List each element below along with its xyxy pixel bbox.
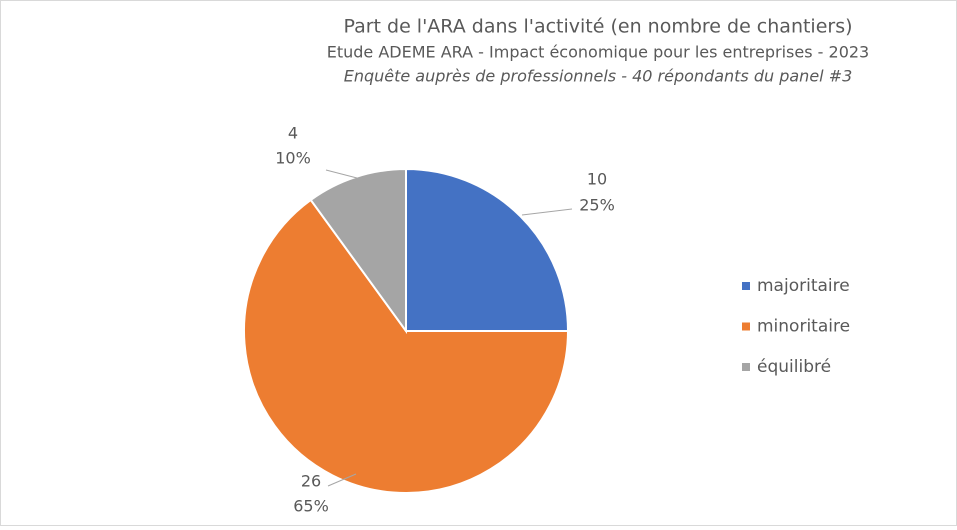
data-label-percent: 65% [293,497,329,516]
pie-slice [309,167,407,335]
legend-swatch [742,282,750,290]
legend-label: majoritaire [757,276,850,296]
data-label-percent: 10% [275,149,311,168]
legend-swatch [742,363,750,371]
leader-line [327,473,357,487]
chart-title: Part de l'ARA dans l'activité (en nombre… [343,16,852,38]
data-label: 10 [587,170,607,189]
data-label: 26 [301,472,321,491]
legend-label: équilibré [757,357,831,377]
data-label-percent: 25% [579,196,615,215]
leader-line [521,208,573,216]
leader-line [325,169,358,179]
legend-swatch [742,322,750,331]
data-label: 4 [288,124,298,143]
chart-note: Enquête auprès de professionnels - 40 ré… [344,67,853,86]
legend-label: minoritaire [757,317,850,337]
pie-slice [243,198,570,494]
chart-subtitle: Etude ADEME ARA - Impact économique pour… [327,43,869,62]
pie-slice [405,167,570,332]
